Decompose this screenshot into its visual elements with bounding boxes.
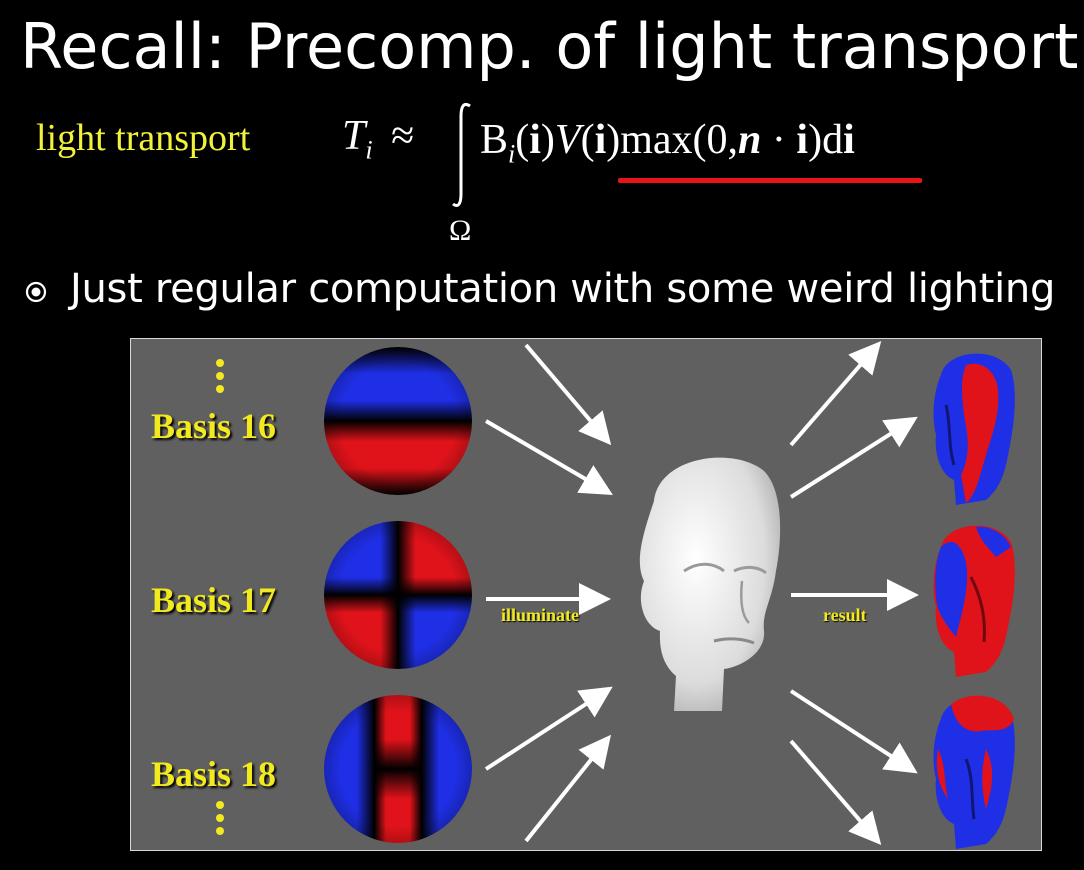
integral-domain: Ω — [449, 214, 472, 247]
eq-dir-3: i — [796, 117, 809, 163]
rendered-head-icon — [933, 353, 1015, 505]
equation-underline — [618, 178, 922, 183]
ellipsis-top-icon — [216, 359, 224, 398]
eq-paren-close: ) — [540, 117, 555, 163]
eq-paren-open: ( — [515, 117, 530, 163]
eq-tail: )d — [808, 117, 844, 163]
equation-integrand: Bi(i)V(i)max(0,n · i)di — [480, 116, 855, 169]
eq-visibility: V — [554, 117, 581, 163]
illuminate-label: illuminate — [501, 605, 580, 625]
rendered-head-icon — [933, 525, 1015, 677]
basis-label-18: Basis 18 — [151, 754, 277, 794]
head-sculpture-icon — [639, 457, 781, 711]
rendered-head-icon — [933, 695, 1015, 849]
result-label: result — [823, 605, 867, 625]
eq-normal: n — [738, 117, 762, 163]
bullet-circle-icon — [25, 281, 47, 303]
arrow-in-2 — [484, 419, 613, 496]
basis-17-sphere — [324, 521, 472, 669]
arrow-out-4 — [789, 689, 918, 774]
eq-paren-open-2: ( — [580, 117, 595, 163]
basis-label-17: Basis 17 — [151, 580, 277, 620]
eq-basis-sub: i — [508, 139, 516, 169]
arrow-in-4 — [484, 686, 613, 771]
slide-title: Recall: Precomp. of light transport — [20, 10, 1079, 83]
eq-max: max(0, — [620, 117, 739, 163]
integral-sign-icon — [452, 102, 471, 207]
eq-basis: B — [480, 117, 509, 163]
figure-panel: Basis 16 Basis 17 Basis 18 illuminate re… — [130, 338, 1042, 851]
equation-T-sub: i — [365, 135, 373, 165]
equation-T: T — [342, 113, 366, 159]
eq-dir-1: i — [529, 117, 541, 163]
arrows-layer — [484, 340, 919, 846]
equation-lhs: Ti ≈ — [342, 112, 414, 165]
eq-dot: · — [761, 117, 797, 163]
eq-dir-2: i — [594, 117, 607, 163]
basis-label-16: Basis 16 — [151, 406, 277, 446]
ellipsis-bottom-icon — [216, 801, 224, 840]
equation-label: light transport — [36, 117, 251, 159]
arrow-in-1 — [524, 343, 612, 446]
eq-paren-close-2: ) — [606, 117, 621, 163]
basis-16-sphere — [324, 347, 472, 495]
bullet-text: Just regular computation with some weird… — [70, 266, 1056, 312]
arrow-out-1 — [789, 340, 882, 447]
eq-dir-4: i — [843, 117, 855, 163]
equation-approx: ≈ — [391, 113, 415, 159]
basis-18-sphere — [324, 695, 472, 843]
arrow-out-2 — [789, 416, 918, 499]
arrow-out-5 — [789, 739, 882, 846]
arrow-in-5 — [524, 734, 611, 843]
